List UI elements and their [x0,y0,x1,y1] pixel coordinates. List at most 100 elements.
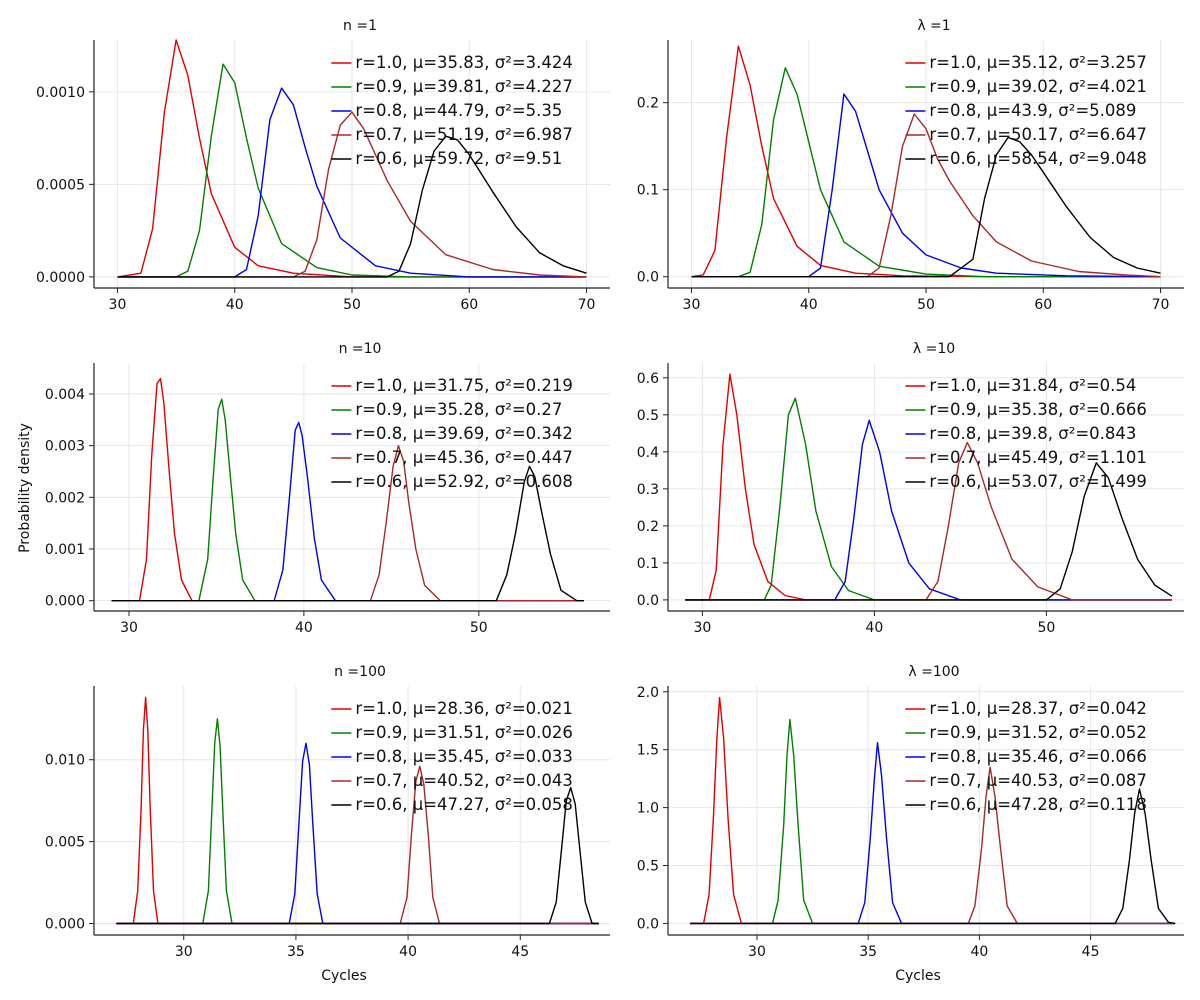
x-tick-label: 40 [865,620,883,636]
x-tick-label: 60 [460,297,478,313]
y-tick-label: 0.000 [45,594,85,610]
x-tick-label: 35 [287,944,305,960]
x-tick-label: 35 [859,944,877,960]
legend-label: r=0.8, μ=39.8, σ²=0.843 [929,424,1136,443]
chart-title: n =1 [343,18,377,34]
legend-label: r=0.9, μ=39.02, σ²=4.021 [929,77,1147,96]
series-line-2 [117,63,587,278]
chart-title: λ =100 [908,664,959,680]
legend-label: r=0.6, μ=53.07, σ²=1.499 [929,472,1147,491]
y-tick-label: 1.0 [637,801,659,817]
series-line-4 [685,441,1172,601]
x-tick-label: 40 [970,944,988,960]
series-line-1 [116,696,599,925]
legend-label: r=1.0, μ=35.12, σ²=3.257 [929,53,1147,72]
legend-label: r=0.9, μ=35.28, σ²=0.27 [355,400,562,419]
series-line-3 [116,742,599,925]
legend-label: r=0.9, μ=31.52, σ²=0.052 [929,723,1147,742]
series-line-5 [117,135,587,278]
legend-label: r=0.8, μ=35.46, σ²=0.066 [929,747,1147,766]
series-line-3 [111,421,584,602]
panels: 30 40 50 60 70 0.0000 0.0005 0.0010 n =1 r=1.0, μ… [36,18,1184,984]
legend-label: r=1.0, μ=31.75, σ²=0.219 [355,376,573,395]
x-tick-label: 40 [226,297,244,313]
legend: r=1.0, μ=35.12, σ²=3.257 r=0.9, μ=39.02, … [905,53,1147,168]
series-line-2 [111,398,584,602]
x-axis-label: Cycles [321,968,367,984]
legend-label: r=0.9, μ=35.38, σ²=0.666 [929,400,1147,419]
series-line-5 [691,136,1161,278]
legend-label: r=0.8, μ=44.79, σ²=5.35 [355,101,562,120]
x-tick-label: 30 [120,620,138,636]
y-tick-label: 0.6 [637,371,659,387]
series-line-4 [117,111,587,278]
legend-label: r=0.7, μ=40.53, σ²=0.087 [929,771,1147,790]
y-tick-label: 0.001 [45,542,85,558]
y-tick-label: 0.003 [45,439,85,455]
x-tick-label: 40 [295,620,313,636]
x-tick-label: 50 [470,620,488,636]
series-line-2 [691,67,1161,278]
series-line-4 [691,113,1161,278]
series-line-4 [690,766,1176,925]
legend: r=1.0, μ=35.83, σ²=3.424 r=0.9, μ=39.81, … [331,53,573,168]
y-tick-label: 0.000 [45,917,85,933]
x-tick-label: 40 [800,297,818,313]
chart-panel-3: 30 40 50 0.000 0.001 0.002 0.003 0.004 n =10 r=1.… [45,341,610,636]
legend-label: r=0.6, μ=59.72, σ²=9.51 [355,149,562,168]
chart-title: λ =10 [913,341,955,357]
legend: r=1.0, μ=31.84, σ²=0.54 r=0.9, μ=35.38, σ… [905,376,1147,491]
x-tick-label: 30 [693,620,711,636]
y-tick-label: 0.0 [637,270,659,286]
series-line-2 [690,718,1176,925]
x-tick-label: 50 [1037,620,1055,636]
y-tick-label: 0.002 [45,490,85,506]
y-tick-label: 0.0000 [36,270,85,286]
x-tick-label: 30 [748,944,766,960]
x-tick-label: 30 [109,297,127,313]
series-line-3 [690,742,1176,925]
x-tick-label: 30 [175,944,193,960]
legend-label: r=0.8, μ=35.45, σ²=0.033 [355,747,573,766]
series-line-3 [117,87,587,278]
x-tick-label: 45 [511,944,529,960]
legend-label: r=0.6, μ=47.27, σ²=0.058 [355,795,573,814]
legend-label: r=0.7, μ=40.52, σ²=0.043 [355,771,573,790]
chart-panel-2: 30 40 50 60 70 0.0 0.1 0.2 λ =1 r=1.0, μ=35.12, σ… [637,18,1184,313]
x-tick-label: 70 [578,297,596,313]
x-tick-label: 40 [399,944,417,960]
legend-label: r=0.9, μ=31.51, σ²=0.026 [355,723,573,742]
y-tick-label: 0.0 [637,916,659,932]
series-line-1 [685,373,1172,601]
x-tick-label: 60 [1034,297,1052,313]
y-tick-label: 2.0 [637,685,659,701]
y-tick-label: 0.2 [637,519,659,535]
y-tick-label: 0.004 [45,387,85,403]
legend-label: r=0.7, μ=50.17, σ²=6.647 [929,125,1147,144]
legend-label: r=0.7, μ=51.19, σ²=6.987 [355,125,573,144]
y-tick-label: 0.0005 [36,177,85,193]
y-tick-label: 0.0 [637,593,659,609]
series-line-5 [111,465,584,602]
y-tick-label: 0.005 [45,835,85,851]
y-tick-label: 0.1 [637,183,659,199]
legend-label: r=0.7, μ=45.36, σ²=0.447 [355,448,573,467]
x-tick-label: 70 [1152,297,1170,313]
legend-label: r=0.8, μ=43.9, σ²=5.089 [929,101,1136,120]
chart-title: n =100 [334,664,386,680]
x-tick-label: 45 [1082,944,1100,960]
y-axis-label: Probability density [17,423,33,553]
legend: r=1.0, μ=28.36, σ²=0.021 r=0.9, μ=31.51, … [331,699,573,814]
legend-label: r=1.0, μ=28.37, σ²=0.042 [929,699,1147,718]
x-tick-label: 30 [683,297,701,313]
legend-label: r=0.9, μ=39.81, σ²=4.227 [355,77,573,96]
legend-label: r=1.0, μ=28.36, σ²=0.021 [355,699,573,718]
y-tick-label: 0.0010 [36,85,85,101]
series-line-3 [691,93,1161,278]
legend: r=1.0, μ=31.75, σ²=0.219 r=0.9, μ=35.28, … [331,376,573,491]
y-tick-label: 0.3 [637,482,659,498]
series-line-4 [116,765,599,925]
y-tick-label: 0.4 [637,445,659,461]
x-tick-label: 50 [343,297,361,313]
